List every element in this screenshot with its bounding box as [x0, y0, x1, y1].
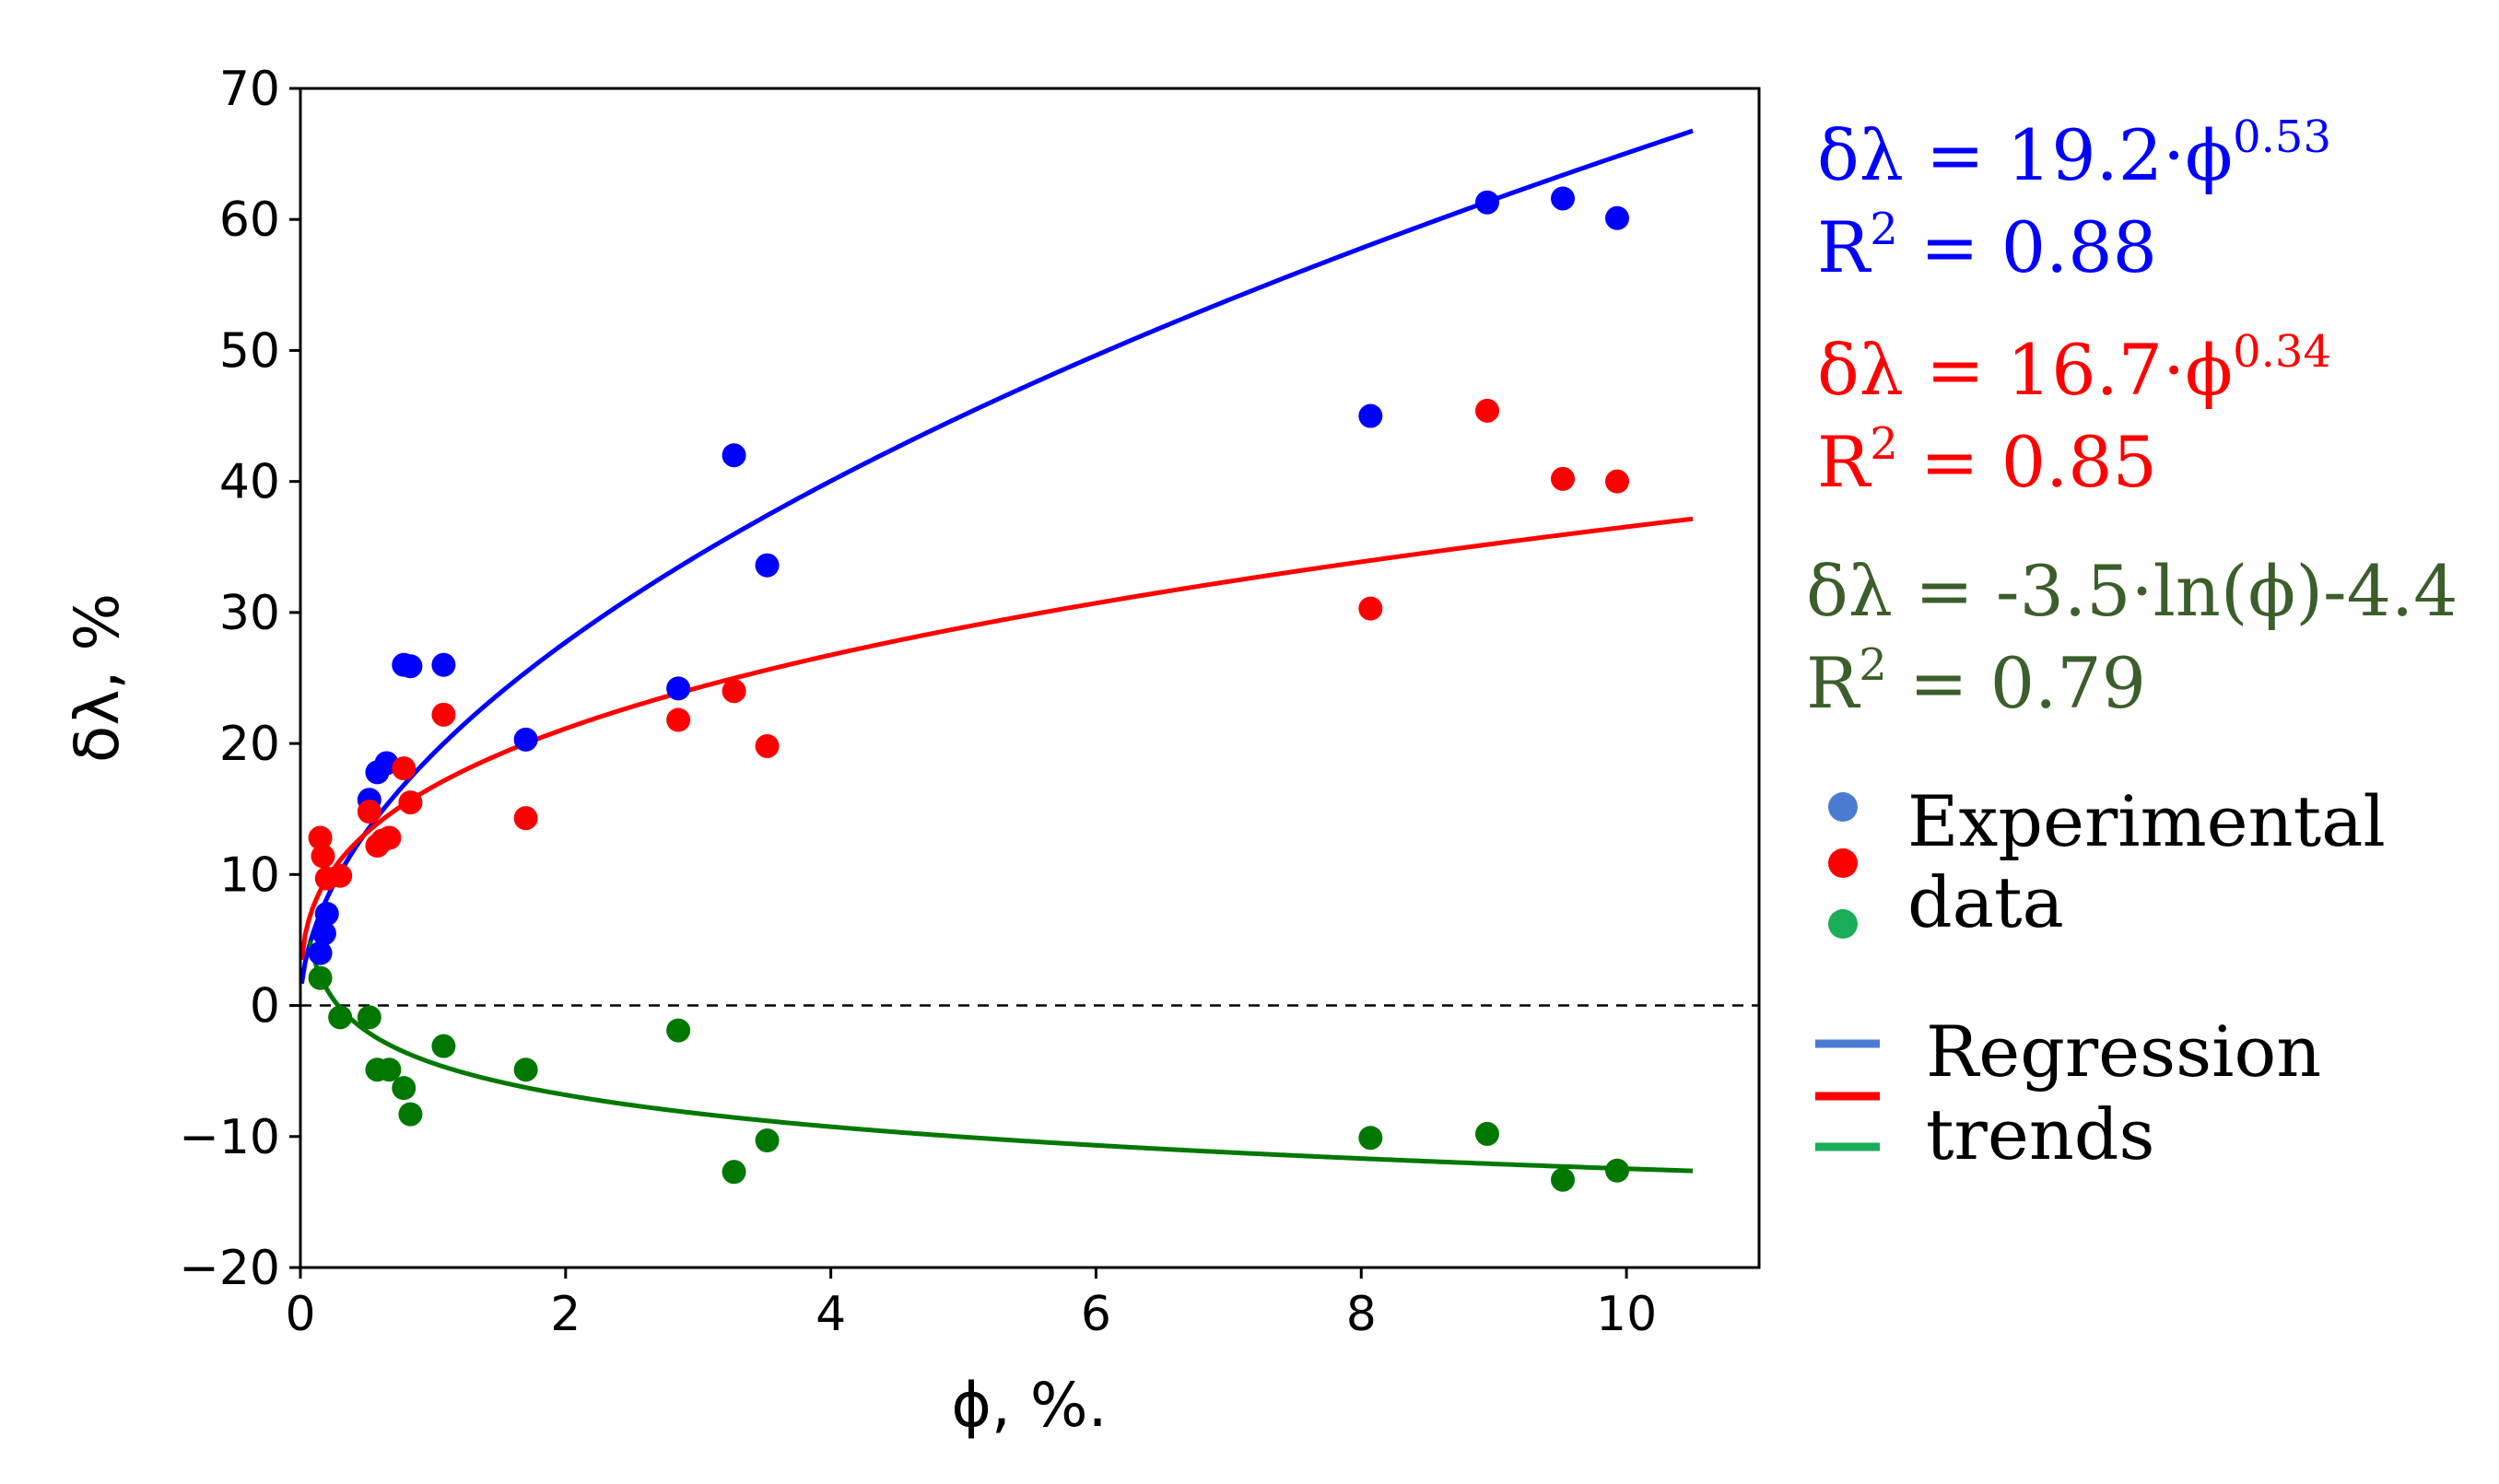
y-tick-label: 20 [219, 717, 280, 772]
y-tick-label: 40 [219, 455, 280, 510]
red-data-point [311, 844, 335, 869]
red-r-squared: R2 = 0.85 [1817, 418, 2157, 503]
y-axis-ticks: −20 −10 0 10 20 30 40 50 60 70 [179, 62, 300, 1296]
blue-data-point [314, 902, 339, 926]
blue-data-point [1358, 403, 1383, 428]
data-points [308, 186, 1630, 1192]
green-data-point [398, 1102, 423, 1127]
x-tick-label: 4 [815, 1287, 846, 1342]
blue-r2-prefix: R [1817, 206, 1872, 288]
blue-equation-base: δλ = 19.2·ϕ [1817, 114, 2233, 196]
plot-frame [299, 87, 1761, 1269]
legend: Experimental data Regression trends [1815, 780, 2386, 1175]
green-equation: δλ = -3.5·ln(ϕ)-4.4 [1806, 550, 2458, 632]
y-tick-label: 60 [219, 193, 280, 248]
x-tick-label: 2 [550, 1287, 581, 1342]
blue-equation-exponent: 0.53 [2233, 111, 2331, 163]
x-axis-ticks: 0 2 4 6 8 10 [285, 1268, 1657, 1342]
red-equation: δλ = 16.7·ϕ0.34 [1817, 326, 2331, 411]
red-equation-exponent: 0.34 [2233, 326, 2331, 378]
red-data-point [308, 825, 333, 850]
blue-data-point [1474, 190, 1499, 215]
x-tick-label: 6 [1081, 1287, 1111, 1342]
red-data-point [1474, 398, 1499, 423]
blue-data-point [666, 676, 691, 701]
red-data-point [755, 733, 780, 758]
y-axis-label: δλ, % [62, 593, 133, 763]
red-data-point [666, 707, 691, 732]
y-tick-label: 10 [219, 847, 280, 903]
y-tick-label: 30 [219, 586, 280, 641]
green-r-squared: R2 = 0.79 [1806, 639, 2146, 724]
red-data-point [398, 790, 423, 815]
red-r2-value: = 0.85 [1898, 421, 2157, 503]
red-data-point [1551, 466, 1576, 491]
red-data-point [431, 702, 456, 727]
legend-markers-label-line1: Experimental [1907, 780, 2386, 862]
green-data-point [392, 1076, 416, 1101]
blue-data-point [513, 727, 538, 752]
blue-data-point [311, 921, 336, 946]
red-data-point [357, 800, 381, 824]
green-data-point [1474, 1121, 1499, 1146]
red-data-point [1358, 596, 1383, 621]
x-tick-label: 0 [285, 1287, 315, 1342]
green-data-point [357, 1005, 381, 1030]
green-data-point [666, 1018, 691, 1043]
y-tick-label: 0 [250, 979, 280, 1034]
legend-marker-green [1828, 909, 1858, 939]
legend-lines-label-line2: trends [1926, 1093, 2154, 1175]
x-tick-label: 10 [1596, 1287, 1657, 1342]
green-regression-curve [307, 941, 1694, 1174]
blue-data-point [431, 652, 456, 677]
red-data-point [392, 756, 416, 781]
red-data-point [328, 863, 353, 888]
blue-data-point [308, 941, 333, 965]
red-data-point [1605, 469, 1630, 494]
red-data-point [722, 679, 746, 704]
green-data-point [431, 1034, 456, 1058]
green-data-point [377, 1057, 402, 1082]
red-equation-base: δλ = 16.7·ϕ [1817, 329, 2233, 411]
green-data-point [1358, 1126, 1383, 1151]
green-r2-prefix: R [1806, 642, 1861, 724]
red-data-point [377, 825, 402, 850]
green-data-point [308, 965, 333, 990]
green-data-point [722, 1160, 746, 1185]
x-tick-label: 8 [1346, 1287, 1377, 1342]
legend-marker-blue [1828, 792, 1858, 822]
blue-r2-sup: 2 [1870, 204, 1898, 255]
green-data-point [513, 1057, 538, 1082]
green-equation-base: δλ = -3.5·ln(ϕ)-4.4 [1806, 550, 2458, 632]
blue-data-point [398, 654, 423, 679]
green-data-point [328, 1005, 353, 1030]
y-tick-label: −10 [179, 1110, 280, 1165]
blue-data-point [722, 443, 746, 468]
green-r2-value: = 0.79 [1887, 642, 2146, 724]
blue-equation: δλ = 19.2·ϕ0.53 [1817, 111, 2331, 196]
legend-markers-label-line2: data [1907, 861, 2064, 943]
x-axis-label: ϕ, %. [951, 1370, 1107, 1441]
blue-data-point [755, 553, 780, 578]
green-data-point [1551, 1167, 1576, 1192]
blue-r2-value: = 0.88 [1898, 206, 2157, 288]
blue-data-point [1605, 205, 1630, 230]
legend-lines-label-line1: Regression [1926, 1011, 2321, 1093]
blue-regression-curve [300, 128, 1694, 985]
green-data-point [755, 1128, 780, 1153]
red-r2-sup: 2 [1870, 418, 1898, 470]
green-data-point [1605, 1158, 1630, 1183]
red-r2-prefix: R [1817, 421, 1872, 503]
red-data-point [513, 806, 538, 831]
y-tick-label: 70 [219, 62, 280, 117]
legend-marker-red [1828, 848, 1858, 878]
blue-data-point [1551, 186, 1576, 211]
y-tick-label: −20 [179, 1241, 280, 1296]
y-tick-label: 50 [219, 323, 280, 379]
blue-r-squared: R2 = 0.88 [1817, 204, 2157, 288]
green-r2-sup: 2 [1859, 639, 1887, 691]
